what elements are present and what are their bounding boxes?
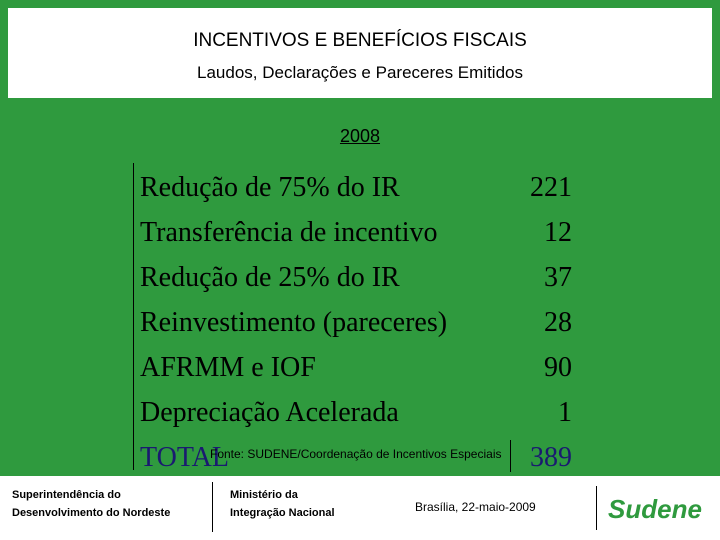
- footer-line: Integração Nacional: [230, 507, 335, 519]
- divider: [510, 440, 511, 472]
- footer-line: Superintendência do: [12, 489, 121, 501]
- footer: Superintendência do Desenvolvimento do N…: [0, 476, 720, 540]
- subtitle: Laudos, Declarações e Pareceres Emitidos: [197, 63, 523, 82]
- table-row: AFRMM e IOF 90: [140, 352, 572, 396]
- table-row: Reinvestimento (pareceres) 28: [140, 307, 572, 351]
- row-label: Redução de 75% do IR: [140, 172, 400, 203]
- row-label: Transferência de incentivo: [140, 217, 438, 248]
- footer-line: Ministério da: [230, 489, 298, 501]
- footer-left: Superintendência do Desenvolvimento do N…: [12, 486, 170, 522]
- title: INCENTIVOS E BENEFÍCIOS FISCAIS: [193, 30, 527, 51]
- divider: [596, 486, 597, 530]
- header-box: [8, 8, 712, 98]
- total-row: TOTAL 389: [140, 442, 572, 486]
- divider: [133, 163, 134, 470]
- row-value: 221: [530, 172, 572, 203]
- footer-middle: Ministério da Integração Nacional: [230, 486, 335, 522]
- row-value: 90: [544, 352, 572, 383]
- row-label: Depreciação Acelerada: [140, 397, 399, 428]
- divider: [212, 482, 213, 532]
- table-row: Transferência de incentivo 12: [140, 217, 572, 261]
- source: Fonte: SUDENE/Coordenação de Incentivos …: [210, 447, 502, 461]
- year: 2008: [339, 126, 381, 146]
- table-row: Depreciação Acelerada 1: [140, 397, 572, 441]
- logo: Sudene: [608, 494, 702, 524]
- table-row: Redução de 25% do IR 37: [140, 262, 572, 306]
- footer-right: Brasília, 22-maio-2009: [415, 500, 536, 514]
- table-row: Redução de 75% do IR 221: [140, 172, 572, 216]
- row-value: 12: [544, 217, 572, 248]
- row-value: 28: [544, 307, 572, 338]
- total-label: TOTAL: [140, 442, 230, 473]
- row-label: Reinvestimento (pareceres): [140, 307, 448, 338]
- row-value: 37: [544, 262, 572, 293]
- row-label: Redução de 25% do IR: [140, 262, 400, 293]
- total-value: 389: [530, 442, 572, 473]
- row-value: 1: [558, 397, 572, 428]
- row-label: AFRMM e IOF: [140, 352, 316, 383]
- footer-line: Desenvolvimento do Nordeste: [12, 507, 171, 519]
